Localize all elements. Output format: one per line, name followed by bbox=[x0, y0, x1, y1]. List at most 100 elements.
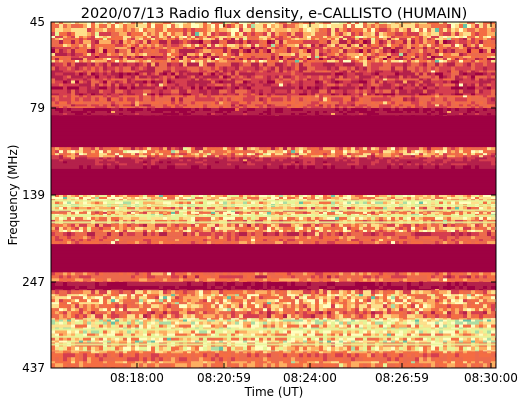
spectrogram-cell bbox=[487, 72, 492, 76]
spectrogram-cell bbox=[219, 97, 224, 102]
spectrogram-cell bbox=[291, 89, 296, 94]
spectrogram-cell bbox=[435, 95, 440, 98]
spectrogram-cell bbox=[87, 165, 92, 170]
spectrogram-cell bbox=[135, 28, 140, 33]
spectrogram-cell bbox=[139, 44, 144, 48]
spectrogram-cell bbox=[99, 47, 104, 50]
spectrogram-cell bbox=[399, 113, 404, 116]
spectrogram-cell bbox=[367, 97, 372, 102]
spectrogram-cell bbox=[171, 101, 176, 105]
spectrogram-cell bbox=[95, 163, 100, 166]
spectrogram-cell bbox=[63, 159, 68, 162]
spectrogram-cell bbox=[487, 161, 492, 164]
spectrogram-cell bbox=[203, 155, 208, 158]
spectrogram-cell bbox=[339, 111, 344, 114]
spectrogram-cell bbox=[71, 80, 76, 84]
spectrogram-cell bbox=[211, 72, 216, 76]
spectrogram-cell bbox=[175, 38, 180, 41]
spectrogram-cell bbox=[91, 80, 96, 84]
spectrogram-cell bbox=[315, 86, 320, 90]
spectrogram-cell bbox=[299, 159, 304, 162]
spectrogram-cell bbox=[475, 89, 480, 94]
spectrogram-cell bbox=[363, 93, 368, 96]
spectrogram-cell bbox=[451, 56, 456, 59]
spectrogram-cell bbox=[223, 161, 228, 164]
spectrogram-cell bbox=[107, 150, 112, 154]
spectrogram-cell bbox=[339, 28, 344, 33]
spectrogram-cell bbox=[351, 113, 356, 116]
spectrogram-cell bbox=[59, 163, 64, 166]
spectrogram-cell bbox=[91, 66, 96, 71]
spectrogram-cell bbox=[279, 165, 284, 170]
spectrogram-cell bbox=[331, 58, 336, 61]
spectrogram-cell bbox=[187, 159, 192, 162]
spectrogram-cell bbox=[171, 157, 176, 160]
spectrogram-cell bbox=[275, 83, 280, 87]
spectrogram-cell bbox=[311, 86, 316, 90]
spectrogram-cell bbox=[303, 44, 308, 48]
spectrogram-cell bbox=[359, 150, 364, 154]
spectrogram-cell bbox=[323, 86, 328, 90]
spectrogram-cell bbox=[239, 47, 244, 50]
spectrogram-cell bbox=[391, 72, 396, 76]
spectrogram-cell bbox=[255, 66, 260, 71]
spectrogram-cell bbox=[311, 44, 316, 48]
spectrogram-cell bbox=[315, 58, 320, 61]
spectrogram-cell bbox=[375, 89, 380, 94]
spectrogram-cell bbox=[75, 75, 80, 79]
spectrogram-cell bbox=[163, 155, 168, 158]
spectrogram-cell bbox=[211, 49, 216, 54]
spectrogram-cell bbox=[171, 56, 176, 59]
spectrogram-cell bbox=[231, 78, 236, 81]
spectrogram-cell bbox=[223, 150, 228, 154]
spectrogram-cell bbox=[331, 53, 336, 57]
spectrogram-cell bbox=[103, 24, 108, 29]
spectrogram-cell bbox=[371, 111, 376, 114]
spectrogram-cell bbox=[159, 89, 164, 94]
spectrogram-cell bbox=[131, 47, 136, 50]
spectrogram-cell bbox=[291, 28, 296, 33]
spectrogram-cell bbox=[343, 38, 348, 41]
spectrogram-cell bbox=[355, 159, 360, 162]
spectrogram-cell bbox=[259, 161, 264, 164]
spectrogram-cell bbox=[59, 75, 64, 79]
spectrogram-cell bbox=[223, 53, 228, 57]
spectrogram-cell bbox=[179, 78, 184, 81]
spectrogram-cell bbox=[87, 83, 92, 87]
spectrogram-cell bbox=[111, 106, 116, 109]
spectrogram-cell bbox=[311, 104, 316, 107]
spectrogram-cell bbox=[107, 163, 112, 166]
spectrogram-cell bbox=[283, 53, 288, 57]
spectrogram-cell bbox=[407, 95, 412, 98]
spectrogram-cell bbox=[139, 86, 144, 90]
spectrogram-cell bbox=[439, 161, 444, 164]
spectrogram-cell bbox=[275, 165, 280, 170]
spectrogram-cell bbox=[203, 36, 208, 39]
spectrogram-cell bbox=[479, 62, 484, 67]
spectrogram-cell bbox=[231, 97, 236, 102]
spectrogram-cell bbox=[199, 49, 204, 54]
spectrogram-cell bbox=[207, 36, 212, 39]
spectrogram-cell bbox=[403, 56, 408, 59]
spectrogram-cell bbox=[311, 38, 316, 41]
spectrogram-cell bbox=[259, 75, 264, 79]
spectrogram-cell bbox=[395, 49, 400, 54]
spectrogram-cell bbox=[235, 147, 240, 151]
spectrogram-cell bbox=[103, 58, 108, 61]
spectrogram-cell bbox=[123, 78, 128, 81]
spectrogram-cell bbox=[235, 78, 240, 81]
spectrogram-cell bbox=[299, 66, 304, 71]
spectrogram-cell bbox=[463, 104, 468, 107]
spectrogram-cell bbox=[415, 106, 420, 109]
spectrogram-cell bbox=[347, 44, 352, 48]
spectrogram-cell bbox=[247, 150, 252, 154]
spectrogram-cell bbox=[123, 44, 128, 48]
spectrogram-cell bbox=[379, 159, 384, 162]
spectrogram-cell bbox=[311, 62, 316, 67]
spectrogram-cell bbox=[251, 108, 256, 112]
spectrogram-cell bbox=[215, 62, 220, 67]
spectrogram-cell bbox=[459, 24, 464, 29]
spectrogram-cell bbox=[155, 83, 160, 87]
spectrogram-cell bbox=[219, 93, 224, 96]
spectrogram-cell bbox=[383, 58, 388, 61]
